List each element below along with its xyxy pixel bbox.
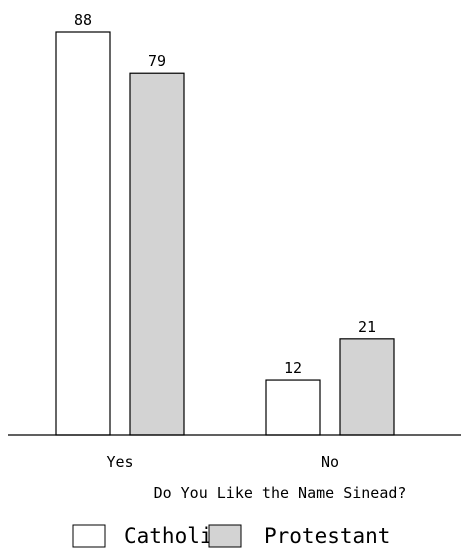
legend-swatch-catholic xyxy=(72,524,106,548)
value-label-yes-2: 79 xyxy=(148,52,166,70)
x-tick-label-yes: Yes xyxy=(106,453,133,471)
value-label-no-1: 12 xyxy=(284,359,302,377)
value-label-no-2: 21 xyxy=(358,318,376,336)
bar-no-1 xyxy=(265,379,321,436)
value-label-yes-1: 88 xyxy=(74,11,92,29)
bar-yes-2 xyxy=(129,72,185,436)
bar-no-2 xyxy=(339,338,395,436)
x-tick-labels-group: Yes No xyxy=(106,453,339,471)
legend-label-protestant: Protestant xyxy=(264,524,390,548)
bars-group xyxy=(55,31,395,436)
value-labels-group: 88 79 12 21 xyxy=(74,11,376,377)
x-axis-title: Do You Like the Name Sinead? xyxy=(154,484,407,502)
legend: Catholic Protestant xyxy=(72,524,390,548)
legend-label-catholic: Catholic xyxy=(124,524,225,548)
legend-swatch-protestant xyxy=(208,524,242,548)
bar-yes-1 xyxy=(55,31,111,436)
x-tick-label-no: No xyxy=(321,453,339,471)
